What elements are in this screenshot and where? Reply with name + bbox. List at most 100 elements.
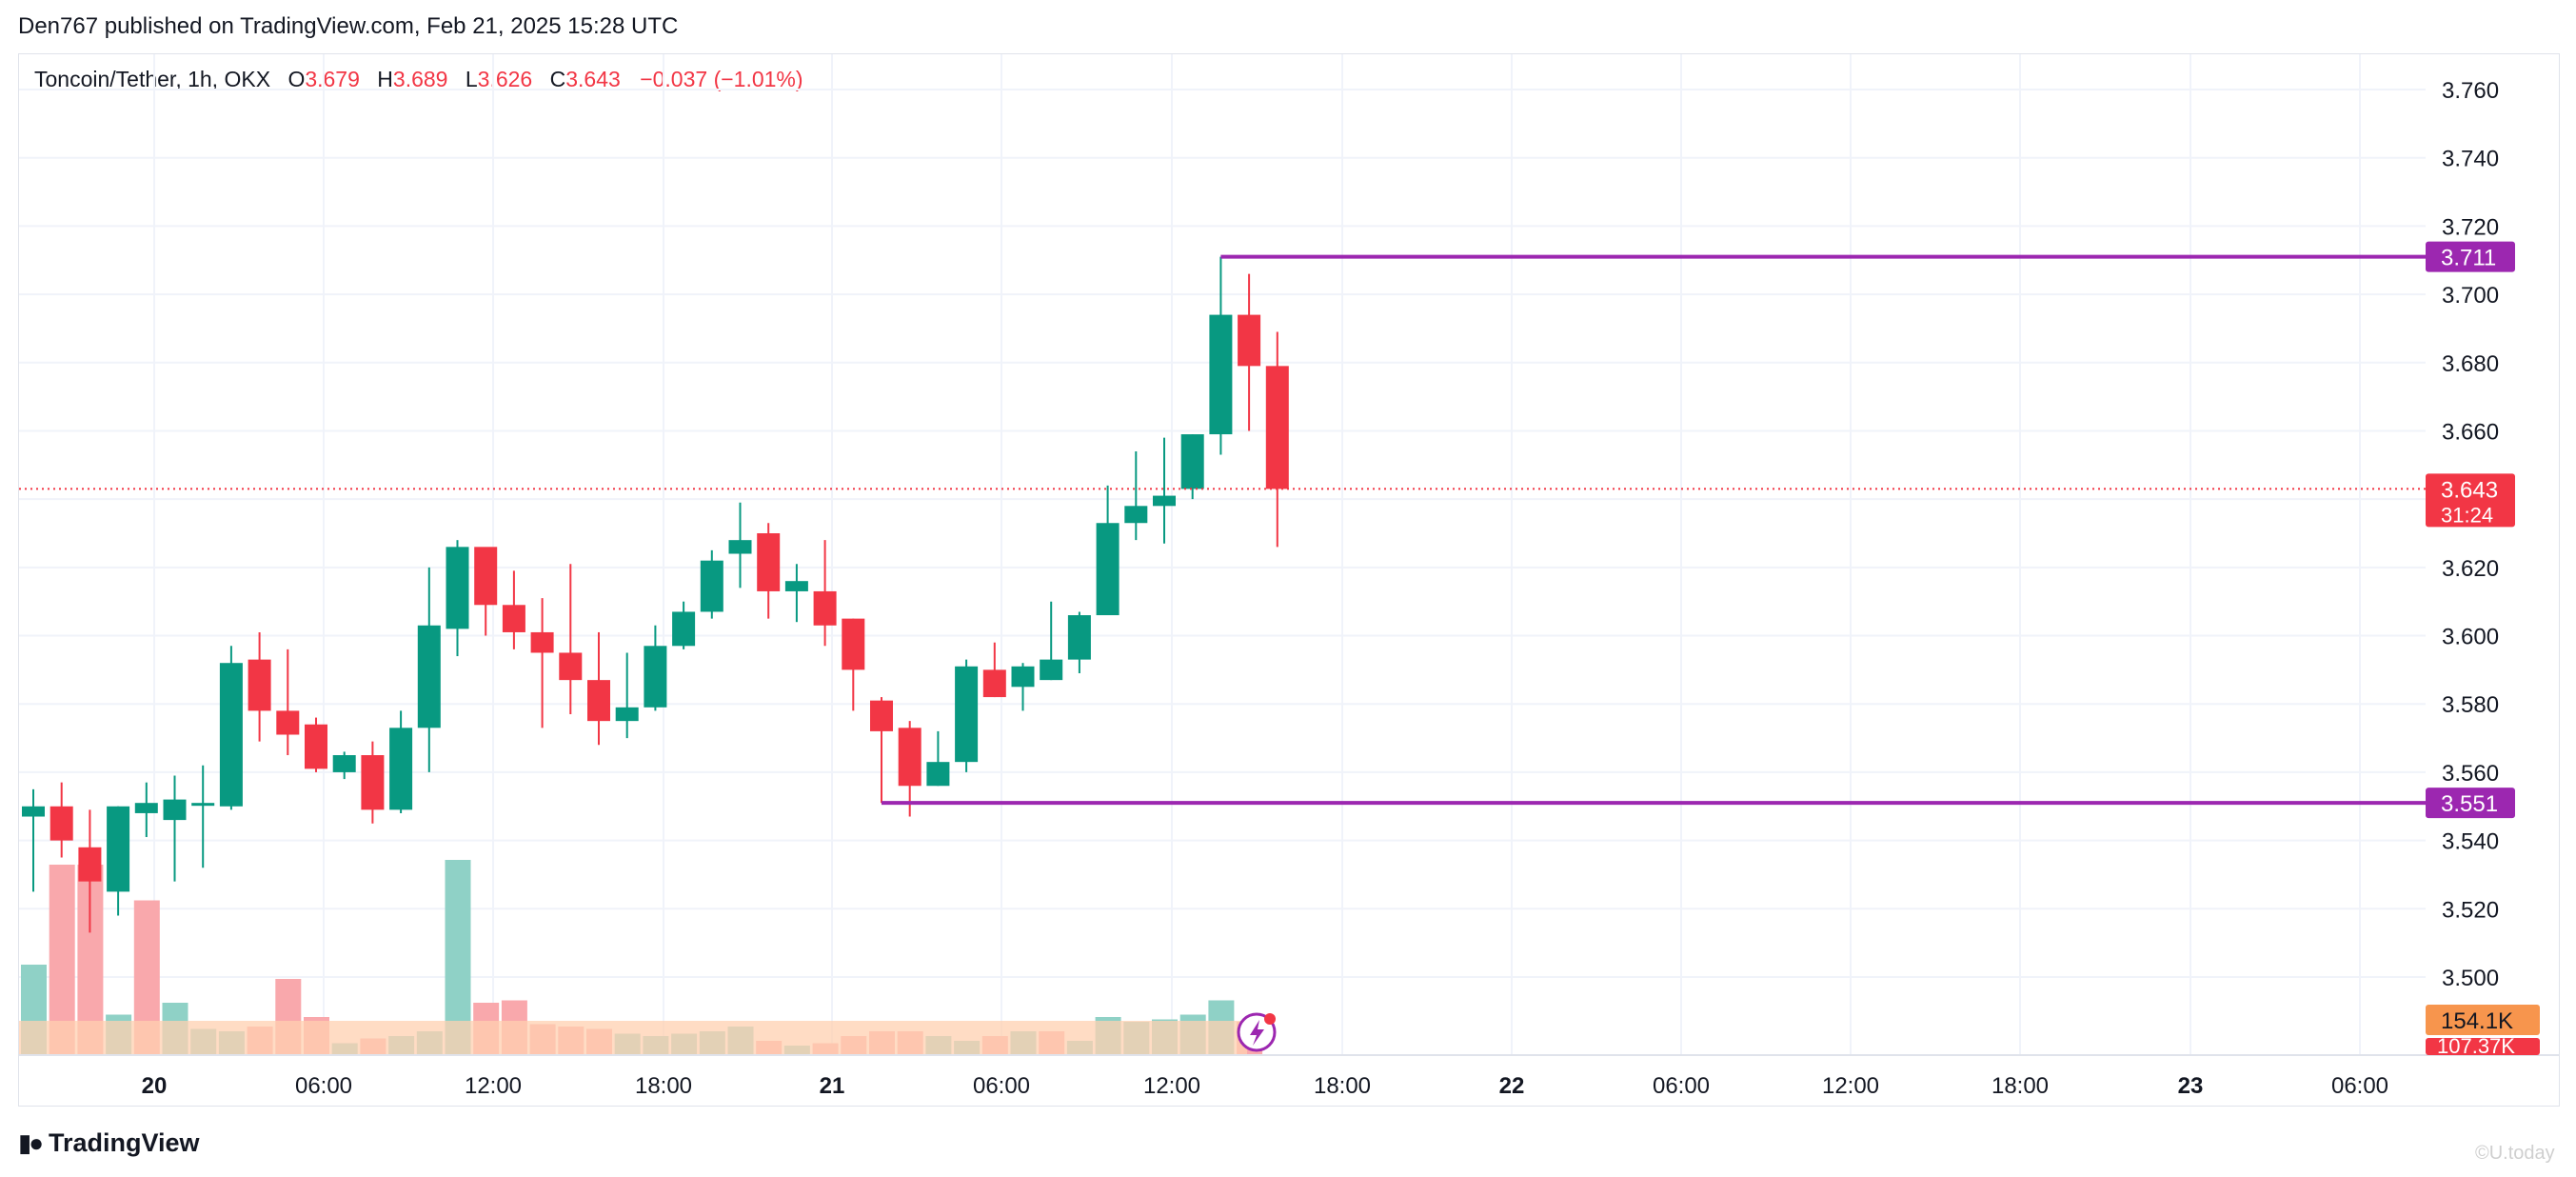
candle-body [1011, 666, 1035, 688]
candle-body [332, 755, 356, 772]
x-tick-label: 06:00 [1653, 1073, 1710, 1099]
legend-symbol: Toncoin/Tether, 1h, OKX [34, 67, 271, 91]
volume-pane [19, 860, 1263, 1055]
published-by-line: Den767 published on TradingView.com, Feb… [18, 13, 679, 39]
candle-body [1096, 523, 1120, 616]
candle-body [276, 710, 300, 735]
last-price-label: 3.643 [2441, 477, 2498, 503]
candle-body [1067, 615, 1091, 660]
tradingview-branding[interactable]: ▮● TradingView [18, 1128, 200, 1158]
candle-body [784, 581, 808, 591]
candle-body [1180, 434, 1204, 489]
candle-body [1238, 314, 1261, 367]
legend-open-value: 3.679 [305, 67, 360, 91]
legend-high-value: 3.689 [392, 67, 448, 91]
candles-layer [22, 256, 1289, 933]
utoday-watermark: ©U.today [2475, 1143, 2555, 1164]
y-tick-label: 3.580 [2442, 692, 2499, 718]
x-tick-label: 06:00 [2331, 1073, 2388, 1099]
candle-body [1209, 314, 1233, 435]
y-tick-label: 3.700 [2442, 283, 2499, 309]
candle-body [926, 762, 950, 787]
level-price-badge [2426, 788, 2515, 819]
candle-body [305, 724, 327, 769]
candle-body [78, 847, 102, 882]
level-price-label: 3.711 [2441, 246, 2496, 271]
legend-close-label: C [549, 67, 566, 91]
horizontal-levels [19, 254, 2426, 806]
x-tick-label: 12:00 [1822, 1073, 1879, 1099]
y-tick-label: 3.760 [2442, 78, 2499, 104]
candle-body [50, 806, 73, 841]
chart-frame [18, 53, 2560, 1107]
legend-low-value: 3.626 [477, 67, 533, 91]
candle-body [644, 646, 667, 708]
volume-ma-badge [2426, 1005, 2540, 1035]
candle-body [982, 669, 1006, 698]
y-tick-label: 3.560 [2442, 761, 2499, 787]
candle-body [842, 618, 865, 670]
x-tick-label: 12:00 [1143, 1073, 1200, 1099]
x-tick-label: 18:00 [635, 1073, 692, 1099]
legend-low-label: L [465, 67, 478, 91]
legend-close-value: 3.643 [565, 67, 621, 91]
candle-body [898, 728, 921, 787]
candle-body [757, 533, 781, 591]
candle-body [163, 799, 187, 821]
candle-body [107, 806, 130, 892]
legend-high-label: H [377, 67, 393, 91]
candle-body [1040, 659, 1063, 681]
candle-body [870, 700, 893, 731]
candle-body [1124, 506, 1148, 524]
candle-body [219, 663, 243, 807]
y-tick-label: 3.720 [2442, 214, 2499, 240]
tradingview-logo-icon: ▮● [18, 1128, 44, 1157]
x-tick-label: 23 [2178, 1073, 2204, 1099]
candle-body [389, 728, 413, 810]
candle-body [700, 560, 723, 612]
candle-body [474, 547, 498, 606]
last-price-badge [2426, 473, 2515, 528]
x-tick-label: 06:00 [295, 1073, 352, 1099]
candle-body [446, 547, 469, 629]
legend-open-label: O [287, 67, 306, 91]
y-tick-label: 3.660 [2442, 419, 2499, 445]
x-tick-label: 12:00 [465, 1073, 522, 1099]
candle-body [22, 806, 45, 817]
volume-last-label: 107.37K [2437, 1034, 2515, 1058]
x-tick-label: 21 [820, 1073, 845, 1099]
y-tick-label: 3.740 [2442, 147, 2499, 172]
candle-body [530, 631, 554, 653]
candle-body [587, 680, 610, 722]
x-tick-label: 20 [142, 1073, 168, 1099]
level-price-label: 3.551 [2441, 791, 2498, 817]
level-price-badge [2426, 241, 2515, 272]
candle-body [615, 707, 639, 722]
candle-body [248, 659, 271, 711]
candle-body [813, 590, 837, 626]
chart-legend: Toncoin/Tether, 1h, OKX O3.679 H3.689 L3… [34, 67, 803, 92]
candle-body [191, 803, 215, 807]
x-tick-label: 22 [1499, 1073, 1525, 1099]
y-tick-label: 3.680 [2442, 351, 2499, 377]
candle-body [1265, 366, 1289, 489]
candle-body [361, 755, 385, 810]
candle-body [134, 803, 158, 813]
replay-lightning-icon[interactable] [1237, 1012, 1277, 1052]
candle-body [955, 666, 979, 763]
x-tick-label: 06:00 [973, 1073, 1030, 1099]
countdown-label: 31:24 [2441, 503, 2493, 527]
y-tick-label: 3.620 [2442, 556, 2499, 582]
candle-body [559, 652, 583, 681]
axes: 3.7603.7403.7203.7003.6803.6603.6403.620… [19, 78, 2560, 1099]
volume-ma-label: 154.1K [2441, 1008, 2513, 1034]
volume-last-badge [2426, 1038, 2540, 1055]
legend-change: −0.037 (−1.01%) [640, 67, 803, 91]
y-tick-label: 3.540 [2442, 829, 2499, 855]
candle-body [502, 605, 525, 632]
grid-lines [19, 54, 2426, 1055]
y-tick-label: 3.500 [2442, 966, 2499, 991]
candle-body [417, 625, 441, 728]
